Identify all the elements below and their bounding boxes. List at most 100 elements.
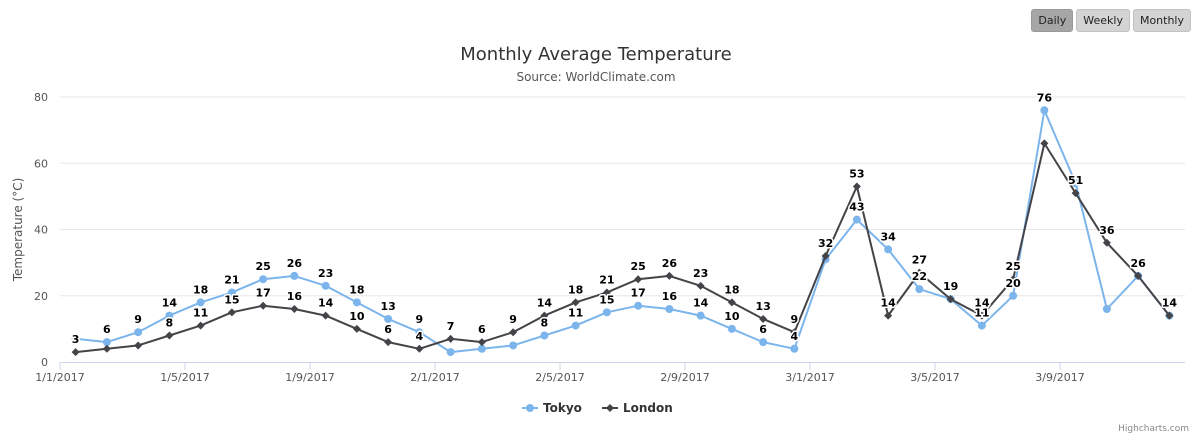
- tokyo-data-label: 21: [224, 273, 239, 286]
- london-data-label: 6: [478, 323, 486, 336]
- tokyo-data-label: 19: [943, 280, 958, 293]
- london-data-label: 9: [791, 313, 799, 326]
- london-data-label: 15: [224, 293, 239, 306]
- london-point: [884, 311, 893, 320]
- tokyo-point: [759, 338, 768, 347]
- legend[interactable]: Tokyo London: [522, 401, 673, 415]
- london-point: [384, 338, 393, 347]
- london-point: [852, 182, 861, 191]
- daily-button[interactable]: Daily: [1031, 9, 1074, 32]
- tokyo-point: [227, 288, 236, 297]
- london-data-label: 18: [724, 283, 739, 296]
- london-point: [790, 328, 799, 337]
- tokyo-data-label: 26: [287, 257, 303, 270]
- london-point: [1009, 275, 1018, 284]
- tokyo-data-label: 23: [318, 267, 333, 280]
- x-axis: 1/1/2017 1/5/2017 1/9/2017 2/1/2017 2/5/2017…: [35, 362, 1185, 384]
- x-tick-label: 3/9/2017: [1035, 371, 1084, 384]
- tokyo-point: [259, 275, 268, 284]
- london-data-label: 53: [849, 167, 864, 180]
- london-data-label: 14: [1162, 297, 1178, 310]
- tokyo-point: [1009, 291, 1018, 300]
- london-data-label: 26: [662, 257, 678, 270]
- london-point: [1102, 238, 1111, 247]
- tokyo-data-label: 15: [599, 293, 614, 306]
- london-point: [977, 311, 986, 320]
- london-point: [259, 301, 268, 310]
- tokyo-point: [915, 285, 924, 294]
- london-data-label: 8: [166, 317, 174, 330]
- london-data-label: 4: [416, 330, 424, 343]
- legend-marker: [526, 404, 534, 412]
- chart-title: Monthly Average Temperature: [460, 44, 731, 65]
- tokyo-data-label: 9: [416, 313, 424, 326]
- tokyo-point: [102, 338, 111, 347]
- tokyo-point: [727, 324, 736, 333]
- london-point: [415, 344, 424, 353]
- range-button-group: Daily Weekly Monthly: [1031, 9, 1191, 32]
- london-point: [727, 298, 736, 307]
- london-data-label: 14: [318, 297, 334, 310]
- legend-item-london[interactable]: London: [602, 401, 673, 415]
- y-axis-title: Temperature (°C): [11, 178, 25, 283]
- london-data-label: 6: [384, 323, 392, 336]
- y-tick-label: 20: [34, 290, 48, 303]
- x-tick-label: 1/5/2017: [160, 371, 209, 384]
- legend-label: Tokyo: [543, 401, 582, 415]
- london-data-label: 27: [912, 254, 927, 267]
- london-point: [71, 348, 80, 357]
- london-data-label: 14: [537, 297, 553, 310]
- tokyo-data-label: 13: [380, 300, 395, 313]
- london-data-label: 18: [568, 283, 583, 296]
- x-tick-label: 3/1/2017: [785, 371, 834, 384]
- london-data-label: 51: [1068, 174, 1083, 187]
- credits-link[interactable]: Highcharts.com: [1118, 424, 1189, 434]
- london-point: [352, 324, 361, 333]
- london-point: [509, 328, 518, 337]
- london-data-label: 25: [630, 260, 645, 273]
- chart-subtitle: Source: WorldClimate.com: [516, 70, 675, 84]
- tokyo-point: [1071, 179, 1080, 188]
- gridlines: [60, 96, 1185, 297]
- london-point: [759, 314, 768, 323]
- x-tick-label: 2/9/2017: [660, 371, 709, 384]
- london-point: [1165, 311, 1174, 320]
- tokyo-data-label: 10: [724, 310, 740, 323]
- tokyo-point: [540, 331, 549, 340]
- tokyo-data-label: 18: [193, 283, 208, 296]
- y-tick-label: 40: [34, 224, 48, 237]
- london-point: [196, 321, 205, 330]
- tokyo-data-label: 20: [1005, 277, 1021, 290]
- london-data-label: 26: [1130, 257, 1146, 270]
- x-tick-label: 2/5/2017: [535, 371, 584, 384]
- london-point: [665, 271, 674, 280]
- x-tick-label: 1/1/2017: [35, 371, 84, 384]
- london-data-label: 36: [1099, 224, 1115, 237]
- tokyo-point: [696, 311, 705, 320]
- london-point: [102, 344, 111, 353]
- tokyo-point: [352, 298, 361, 307]
- london-point: [821, 252, 830, 260]
- london-point: [1134, 271, 1143, 280]
- london-data-label: 16: [287, 290, 303, 303]
- london-point: [227, 308, 236, 317]
- london-point: [571, 298, 580, 307]
- london-point: [634, 275, 643, 284]
- monthly-button[interactable]: Monthly: [1132, 9, 1191, 32]
- london-data-label: 3: [72, 333, 80, 346]
- tokyo-data-label: 16: [662, 290, 678, 303]
- tokyo-point: [884, 245, 893, 254]
- tokyo-point: [665, 305, 674, 313]
- x-tick-label: 3/5/2017: [910, 371, 959, 384]
- weekly-button[interactable]: Weekly: [1076, 9, 1130, 32]
- tokyo-point: [1102, 305, 1111, 313]
- tokyo-point: [790, 344, 799, 353]
- london-line: [75, 142, 1171, 354]
- legend-item-tokyo[interactable]: Tokyo: [522, 401, 582, 415]
- tokyo-point: [134, 328, 143, 337]
- tokyo-data-label: 4: [791, 330, 799, 343]
- london-point: [134, 341, 143, 350]
- london-data-label: 32: [818, 237, 833, 250]
